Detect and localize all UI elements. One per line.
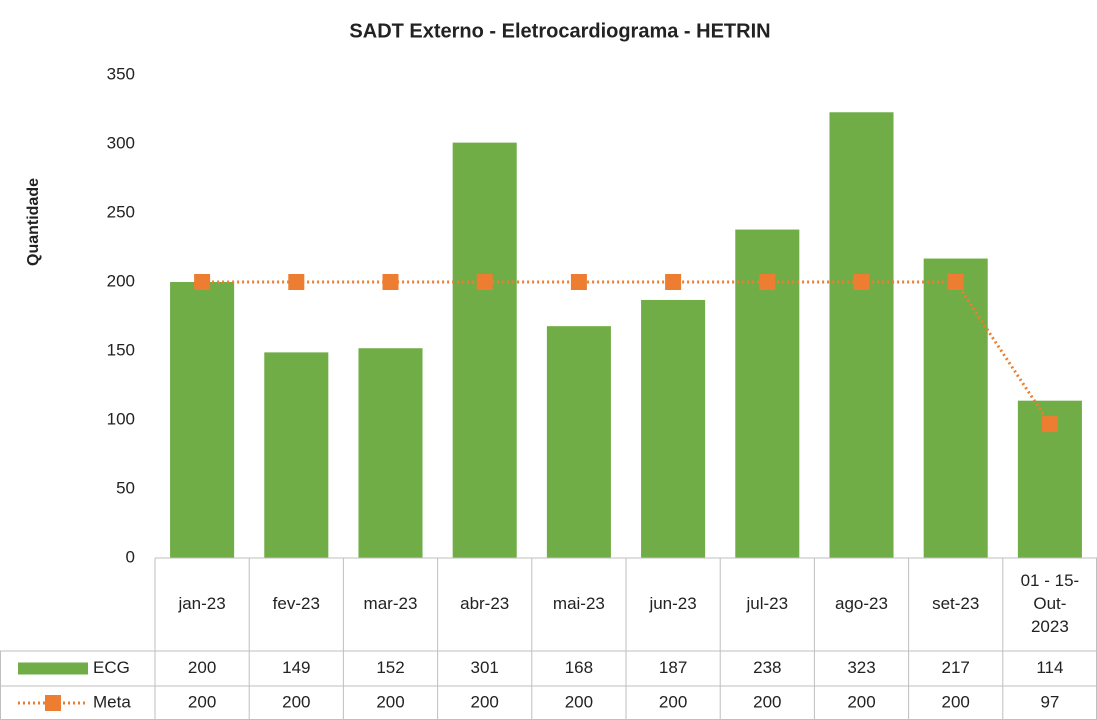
x-tick-label-text: set-23 bbox=[932, 594, 980, 614]
x-tick-label: mar-23 bbox=[343, 558, 437, 651]
bar bbox=[264, 352, 329, 558]
bar bbox=[829, 112, 894, 558]
y-tick-label: 250 bbox=[107, 202, 135, 221]
bar bbox=[641, 299, 706, 558]
legend-label: Meta bbox=[93, 692, 131, 711]
x-tick-label-text: jul-23 bbox=[746, 594, 789, 614]
x-tick-label: mai-23 bbox=[532, 558, 626, 651]
table-value: 114 bbox=[1036, 658, 1063, 677]
table-value: 200 bbox=[376, 692, 404, 711]
x-tick-label-box: set-23 bbox=[909, 558, 1003, 651]
marker bbox=[853, 274, 870, 290]
x-tick-label-box: jun-23 bbox=[626, 558, 720, 651]
marker bbox=[570, 274, 587, 290]
x-tick-label-text: 01 - 15-Out-2023 bbox=[1020, 571, 1080, 636]
x-tick-label-box: mar-23 bbox=[343, 558, 437, 651]
y-axis-label: Quantidade bbox=[25, 178, 42, 266]
marker bbox=[1041, 416, 1058, 433]
bar bbox=[452, 142, 517, 558]
marker bbox=[382, 274, 399, 290]
bar bbox=[546, 326, 611, 558]
marker bbox=[194, 274, 211, 290]
x-tick-label-text: abr-23 bbox=[460, 594, 510, 614]
x-tick-label-box: abr-23 bbox=[438, 558, 532, 651]
table-value: 168 bbox=[565, 658, 593, 677]
x-tick-label-box: jan-23 bbox=[155, 558, 249, 651]
marker bbox=[759, 274, 776, 290]
table-value: 200 bbox=[282, 692, 310, 711]
x-tick-label-box: mai-23 bbox=[532, 558, 626, 651]
x-tick-label: ago-23 bbox=[814, 558, 908, 651]
x-tick-label: jul-23 bbox=[720, 558, 814, 651]
table-value: 152 bbox=[376, 658, 404, 677]
marker bbox=[288, 274, 305, 290]
x-tick-label: set-23 bbox=[909, 558, 1003, 651]
x-tick-label-box: fev-23 bbox=[249, 558, 343, 651]
table-value: 200 bbox=[753, 692, 781, 711]
x-tick-label: abr-23 bbox=[438, 558, 532, 651]
table-value: 238 bbox=[753, 658, 781, 677]
bar bbox=[923, 258, 988, 558]
table-value: 301 bbox=[471, 658, 499, 677]
table-value: 217 bbox=[942, 658, 970, 677]
table-value: 200 bbox=[188, 658, 216, 677]
x-tick-label-box: ago-23 bbox=[814, 558, 908, 651]
x-tick-label-box: 01 - 15-Out-2023 bbox=[1003, 558, 1097, 651]
chart-title: SADT Externo - Eletrocardiograma - HETRI… bbox=[349, 20, 770, 42]
marker bbox=[665, 274, 682, 290]
y-tick-label: 150 bbox=[107, 340, 135, 359]
table-value: 200 bbox=[847, 692, 875, 711]
y-tick-label: 100 bbox=[107, 409, 135, 428]
table-value: 187 bbox=[659, 658, 687, 677]
marker bbox=[947, 274, 964, 290]
y-tick-label: 50 bbox=[116, 478, 135, 497]
y-tick-label: 0 bbox=[126, 547, 135, 566]
legend-label: ECG bbox=[93, 658, 130, 677]
table-value: 200 bbox=[659, 692, 687, 711]
x-tick-label: jan-23 bbox=[155, 558, 249, 651]
legend-marker bbox=[45, 695, 61, 711]
x-tick-label: fev-23 bbox=[249, 558, 343, 651]
table-value: 200 bbox=[471, 692, 499, 711]
table-value: 200 bbox=[942, 692, 970, 711]
x-tick-label: 01 - 15-Out-2023 bbox=[1003, 558, 1097, 651]
x-tick-label: jun-23 bbox=[626, 558, 720, 651]
table-value: 97 bbox=[1040, 692, 1059, 711]
x-tick-label-text: fev-23 bbox=[272, 594, 320, 614]
y-tick-label: 200 bbox=[107, 271, 135, 290]
y-tick-label: 350 bbox=[107, 64, 135, 83]
table-value: 200 bbox=[565, 692, 593, 711]
x-tick-label-text: jan-23 bbox=[178, 594, 226, 614]
x-tick-label-text: jun-23 bbox=[649, 594, 697, 614]
x-tick-label-text: mai-23 bbox=[552, 594, 605, 614]
legend-swatch bbox=[18, 662, 88, 675]
table-value: 200 bbox=[188, 692, 216, 711]
line bbox=[202, 280, 1052, 425]
y-tick-label: 300 bbox=[107, 133, 135, 152]
x-tick-label-text: mar-23 bbox=[363, 594, 418, 614]
bar bbox=[358, 348, 423, 558]
marker bbox=[476, 274, 493, 290]
x-tick-label-text: ago-23 bbox=[835, 594, 888, 614]
table-value: 323 bbox=[847, 658, 875, 677]
x-tick-label-box: jul-23 bbox=[720, 558, 814, 651]
table-value: 149 bbox=[282, 658, 310, 677]
bar bbox=[170, 282, 235, 558]
